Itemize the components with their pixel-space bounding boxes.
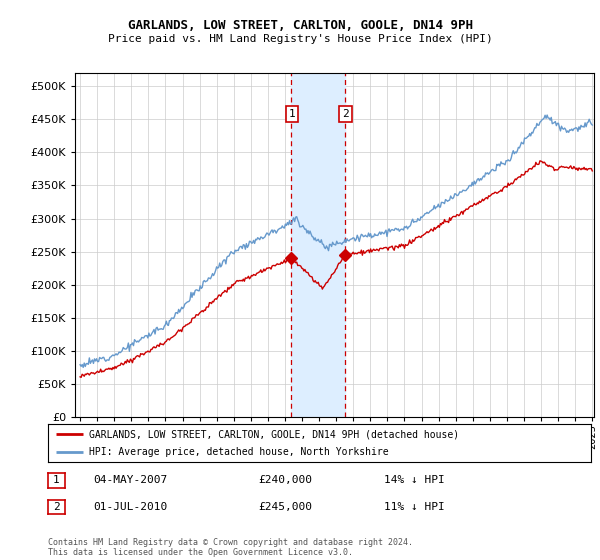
Text: 2: 2	[342, 109, 349, 119]
Text: GARLANDS, LOW STREET, CARLTON, GOOLE, DN14 9PH (detached house): GARLANDS, LOW STREET, CARLTON, GOOLE, DN…	[89, 429, 459, 439]
Bar	[292, 73, 345, 417]
Text: Price paid vs. HM Land Registry's House Price Index (HPI): Price paid vs. HM Land Registry's House …	[107, 34, 493, 44]
Text: 14% ↓ HPI: 14% ↓ HPI	[384, 475, 445, 486]
Text: 01-JUL-2010: 01-JUL-2010	[93, 502, 167, 512]
Text: £240,000: £240,000	[258, 475, 312, 486]
Text: 11% ↓ HPI: 11% ↓ HPI	[384, 502, 445, 512]
Text: 1: 1	[289, 109, 296, 119]
Text: 1: 1	[53, 475, 60, 486]
Text: HPI: Average price, detached house, North Yorkshire: HPI: Average price, detached house, Nort…	[89, 447, 388, 458]
Text: 04-MAY-2007: 04-MAY-2007	[93, 475, 167, 486]
Text: £245,000: £245,000	[258, 502, 312, 512]
Text: Contains HM Land Registry data © Crown copyright and database right 2024.
This d: Contains HM Land Registry data © Crown c…	[48, 538, 413, 557]
Text: 2: 2	[53, 502, 60, 512]
Text: GARLANDS, LOW STREET, CARLTON, GOOLE, DN14 9PH: GARLANDS, LOW STREET, CARLTON, GOOLE, DN…	[128, 19, 473, 32]
